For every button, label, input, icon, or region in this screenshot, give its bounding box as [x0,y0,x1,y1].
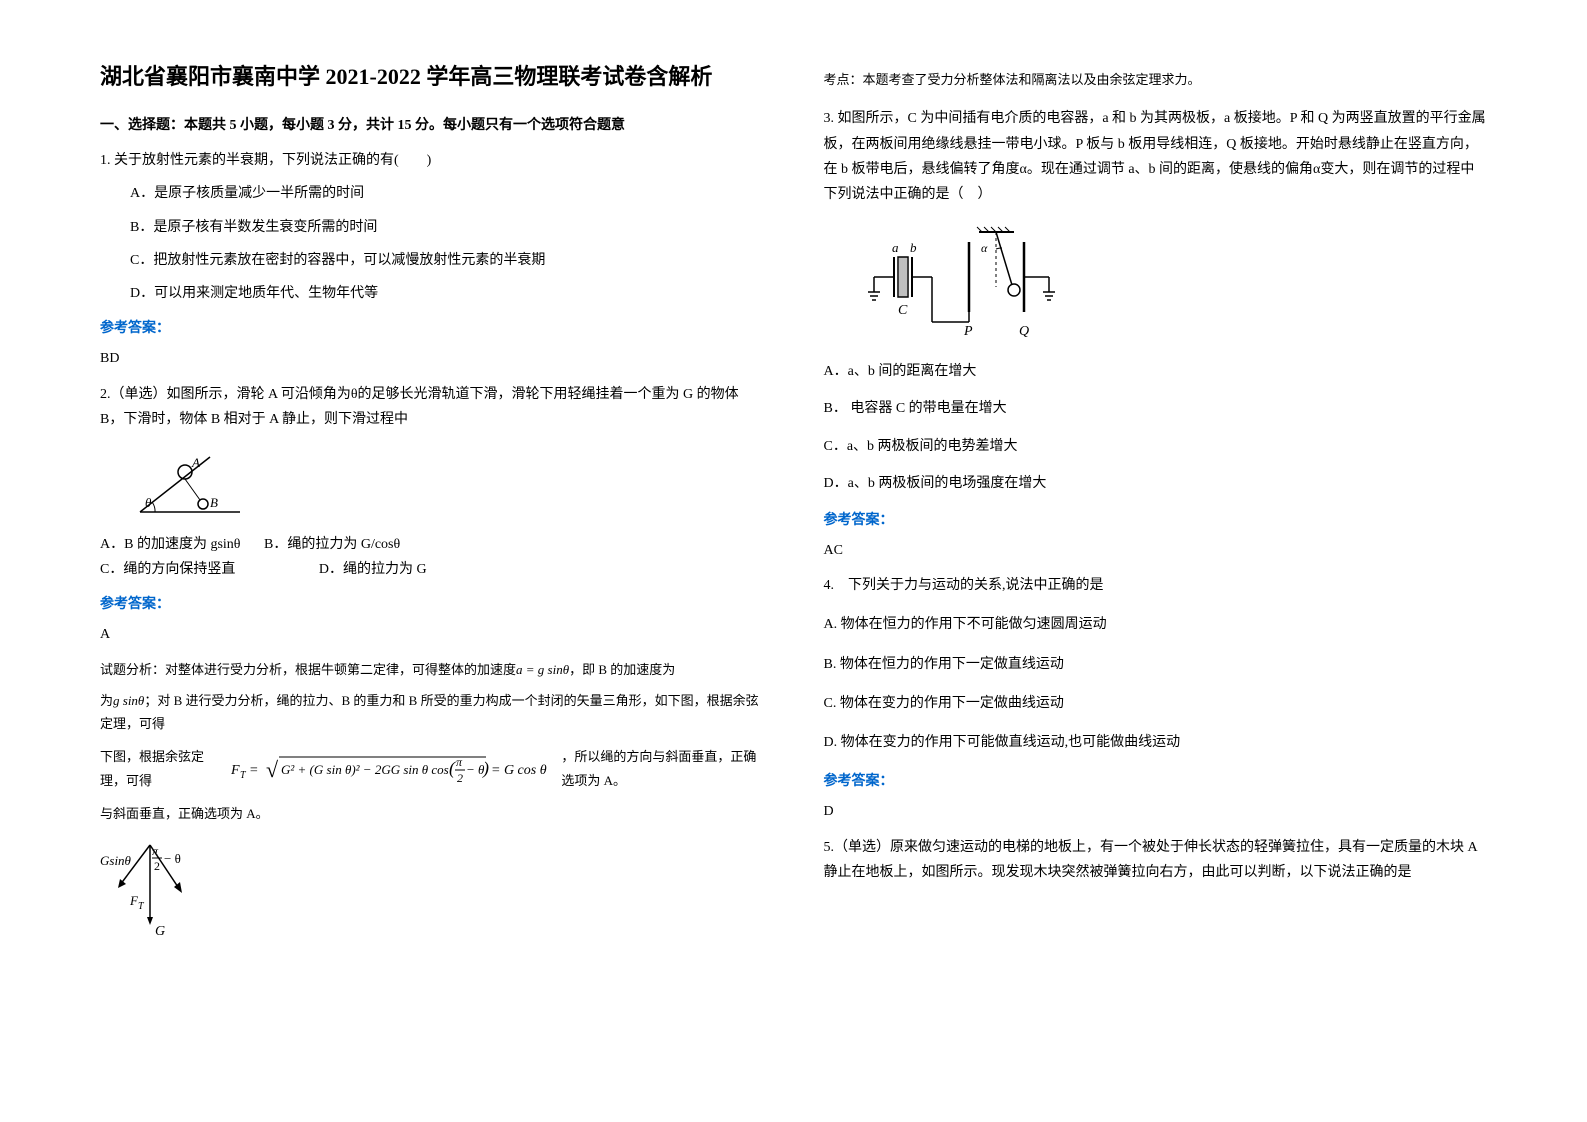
q2-analysis3-text: ，所以绳的方向与斜面垂直，正确选项为 A。 [561,745,763,792]
q3-answer: AC [824,538,1488,563]
q4-text: 4. 下列关于力与运动的关系,说法中正确的是 [824,573,1488,598]
q2-options-line2: C．绳的方向保持竖直 D．绳的拉力为 G [100,557,764,582]
q2-option-c: C．绳的方向保持竖直 [100,557,235,582]
q2-answer-label: 参考答案： [100,592,764,617]
q4-option-b: B. 物体在恒力的作用下一定做直线运动 [824,652,1488,677]
svg-text:F: F [231,763,240,778]
question-4: 4. 下列关于力与运动的关系,说法中正确的是 A. 物体在恒力的作用下不可能做匀… [824,573,1488,824]
svg-text:Gsinθ: Gsinθ [100,853,132,868]
q3-option-c: C．a、b 两极板间的电势差增大 [824,434,1488,459]
right-column: 考点：本题考查了受力分析整体法和隔离法以及由余弦定理求力。 3. 如图所示，C … [824,60,1488,1062]
svg-text:T: T [240,770,247,781]
left-column: 湖北省襄阳市襄南中学 2021-2022 学年高三物理联考试卷含解析 一、选择题… [100,60,764,1062]
question-5: 5.（单选）原来做匀速运动的电梯的地板上，有一个被处于伸长状态的轻弹簧拉住，具有… [824,835,1488,885]
q2-answer: A [100,622,764,647]
q1-option-d: D．可以用来测定地质年代、生物年代等 [100,281,764,306]
q2-option-d: D．绳的拉力为 G [319,557,427,582]
svg-text:a: a [892,240,899,255]
svg-text:B: B [210,495,218,510]
svg-text:Q: Q [1019,324,1029,339]
svg-text:G: G [155,924,165,939]
svg-text:2: 2 [457,771,463,785]
svg-text:(: ( [449,758,456,779]
q4-answer-label: 参考答案： [824,769,1488,794]
q2-diagram-incline: A B θ [130,442,764,522]
q2-vector-diagram: Gsinθ π 2 − θ F T G [100,835,764,945]
q2-text: 2.（单选）如图所示，滑轮 A 可沿倾角为θ的足够长光滑轨道下滑，滑轮下用轻绳挂… [100,382,764,432]
q1-option-c: C．把放射性元素放在密封的容器中，可以减慢放射性元素的半衰期 [100,248,764,273]
q2-formula-2: g sinθ [113,693,144,708]
svg-text:2: 2 [154,859,160,873]
section-1-header: 一、选择题：本题共 5 小题，每小题 3 分，共计 15 分。每小题只有一个选项… [100,113,764,138]
q2-analysis2-text: ；对 B 进行受力分析，绳的拉力、B 的重力和 B 所受的重力构成一个封闭的矢量… [100,693,759,731]
q2-topic: 考点：本题考查了受力分析整体法和隔离法以及由余弦定理求力。 [824,68,1488,91]
q5-text: 5.（单选）原来做匀速运动的电梯的地板上，有一个被处于伸长状态的轻弹簧拉住，具有… [824,835,1488,885]
q2-formula-line: 下图，根据余弦定理，可得 F T = √ G² + (G sin θ)² − 2… [100,744,764,794]
q2-formula-1: a = g sinθ [516,662,569,677]
svg-text:T: T [138,901,145,912]
q2-option-a: A．B 的加速度为 gsinθ [100,532,241,557]
q2-options-line1: A．B 的加速度为 gsinθ B．绳的拉力为 G/cosθ [100,532,764,557]
q3-answer-label: 参考答案： [824,508,1488,533]
svg-text:): ) [482,758,489,779]
svg-text:G² + (G sin θ)² − 2GG sin θ co: G² + (G sin θ)² − 2GG sin θ cos [281,762,449,777]
question-1: 1. 关于放射性元素的半衰期，下列说法正确的有( ) A．是原子核质量减少一半所… [100,148,764,371]
exam-title: 湖北省襄阳市襄南中学 2021-2022 学年高三物理联考试卷含解析 [100,60,764,93]
svg-text:− θ: − θ [164,851,181,866]
q2-analysis1-cont: ，即 B 的加速度为 [569,662,675,677]
q3-circuit-diagram: a b C P Q [854,217,1488,347]
q2-option-b: B．绳的拉力为 G/cosθ [264,532,400,557]
q4-answer: D [824,799,1488,824]
question-2: 2.（单选）如图所示，滑轮 A 可沿倾角为θ的足够长光滑轨道下滑，滑轮下用轻绳挂… [100,382,764,946]
svg-text:C: C [898,303,908,318]
svg-text:θ: θ [145,495,152,510]
q4-option-a: A. 物体在恒力的作用下不可能做匀速圆周运动 [824,612,1488,637]
q1-answer-label: 参考答案： [100,316,764,341]
q3-option-d: D．a、b 两极板间的电场强度在增大 [824,471,1488,496]
q2-analysis1-text: 试题分析：对整体进行受力分析，根据牛顿第二定律，可得整体的加速度 [100,662,516,677]
q1-option-b: B．是原子核有半数发生衰变所需的时间 [100,215,764,240]
q2-formula-prefix: 下图，根据余弦定理，可得 [100,745,221,792]
q3-text: 3. 如图所示，C 为中间插有电介质的电容器，a 和 b 为其两极板，a 板接地… [824,106,1488,207]
question-3: 3. 如图所示，C 为中间插有电介质的电容器，a 和 b 为其两极板，a 板接地… [824,106,1488,563]
svg-text:π: π [152,844,159,858]
q2-main-formula: F T = √ G² + (G sin θ)² − 2GG sin θ cos … [231,744,551,794]
svg-text:√: √ [266,757,279,782]
q1-text: 1. 关于放射性元素的半衰期，下列说法正确的有( ) [100,148,764,173]
q4-option-c: C. 物体在变力的作用下一定做曲线运动 [824,691,1488,716]
svg-text:= G cos θ: = G cos θ [491,763,547,778]
q1-answer: BD [100,346,764,371]
q2-analysis-end: 与斜面垂直，正确选项为 A。 [100,802,764,825]
q2-analysis-1: 试题分析：对整体进行受力分析，根据牛顿第二定律，可得整体的加速度a = g si… [100,658,764,681]
svg-text:P: P [963,324,973,339]
svg-text:α: α [981,241,988,255]
q2-analysis-2: 为g sinθ；对 B 进行受力分析，绳的拉力、B 的重力和 B 所受的重力构成… [100,689,764,736]
q3-option-a: A．a、b 间的距离在增大 [824,359,1488,384]
svg-text:A: A [191,455,200,470]
q4-option-d: D. 物体在变力的作用下可能做直线运动,也可能做曲线运动 [824,730,1488,755]
svg-text:=: = [249,763,258,778]
q1-option-a: A．是原子核质量减少一半所需的时间 [100,181,764,206]
q3-option-b: B． 电容器 C 的带电量在增大 [824,396,1488,421]
q2-analysis2-prefix: 为 [100,693,113,708]
svg-text:π: π [456,755,463,769]
svg-text:b: b [910,240,917,255]
